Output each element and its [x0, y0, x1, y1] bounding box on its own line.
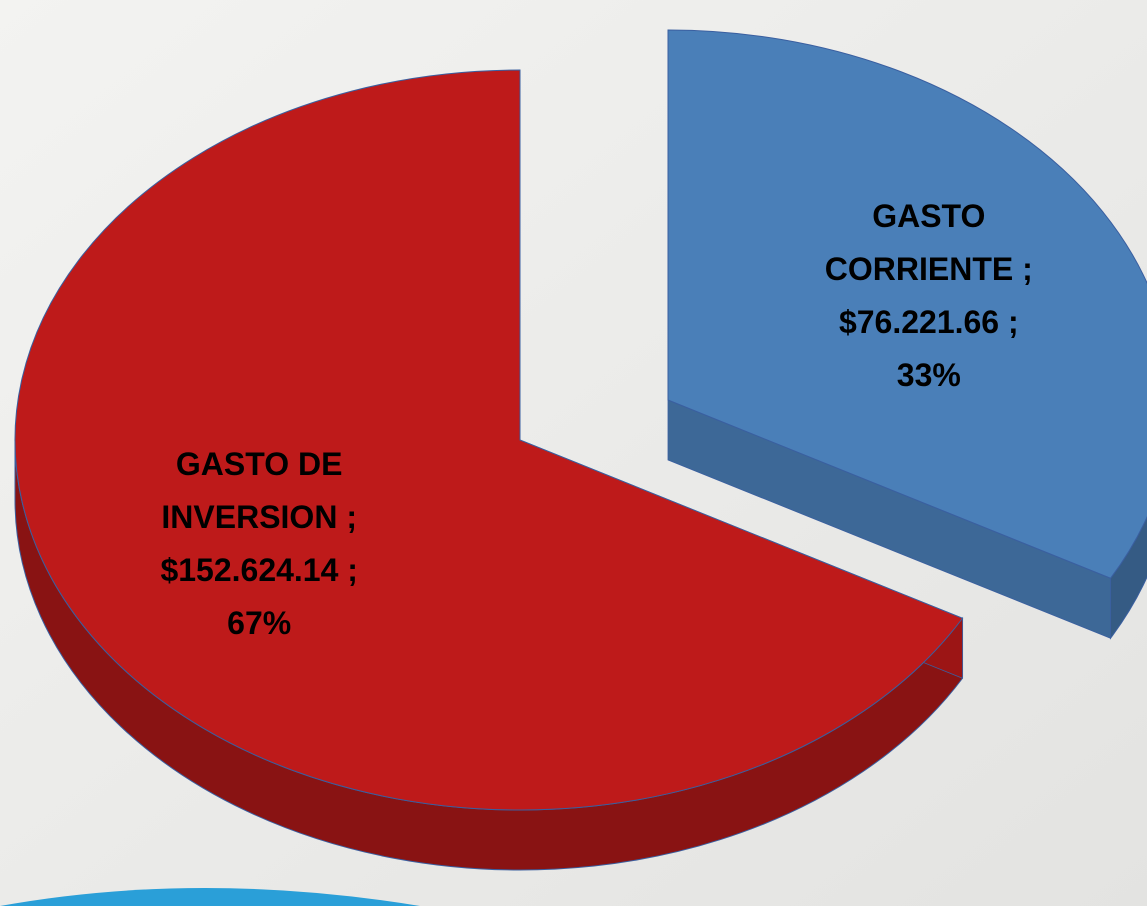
- data-label: GASTO DE INVERSION ; $152.624.14 ; 67%: [119, 438, 399, 650]
- separator: ;: [1022, 251, 1033, 288]
- data-label: GASTO CORRIENTE ; $76.221.66 ; 33%: [789, 190, 1069, 402]
- value-label: 33%: [896, 357, 961, 394]
- category-label: GASTO CORRIENTE: [824, 198, 1014, 288]
- separator: ;: [1007, 304, 1019, 341]
- slice: [667, 29, 1147, 579]
- separator: ;: [346, 498, 357, 535]
- separator: ;: [347, 551, 358, 588]
- value-label: 67%: [227, 604, 292, 641]
- slice: [14, 69, 964, 811]
- category-label: GASTO DE INVERSION: [161, 445, 343, 535]
- amount-label: $152.624.14: [160, 551, 339, 588]
- decor-swoosh: [0, 888, 420, 906]
- amount-label: $76.221.66: [838, 304, 1000, 341]
